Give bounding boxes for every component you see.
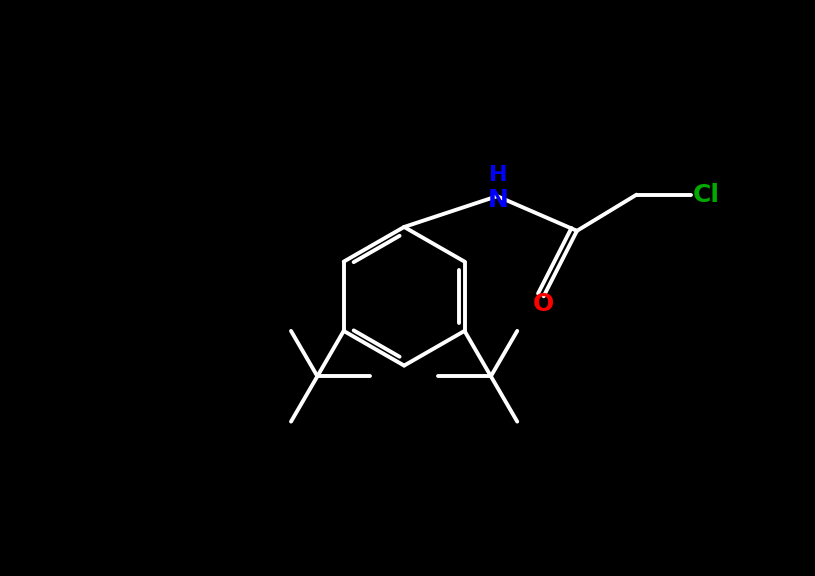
Text: N: N: [488, 188, 509, 212]
Text: Cl: Cl: [693, 183, 720, 207]
Text: O: O: [533, 292, 554, 316]
Text: H: H: [490, 165, 508, 185]
